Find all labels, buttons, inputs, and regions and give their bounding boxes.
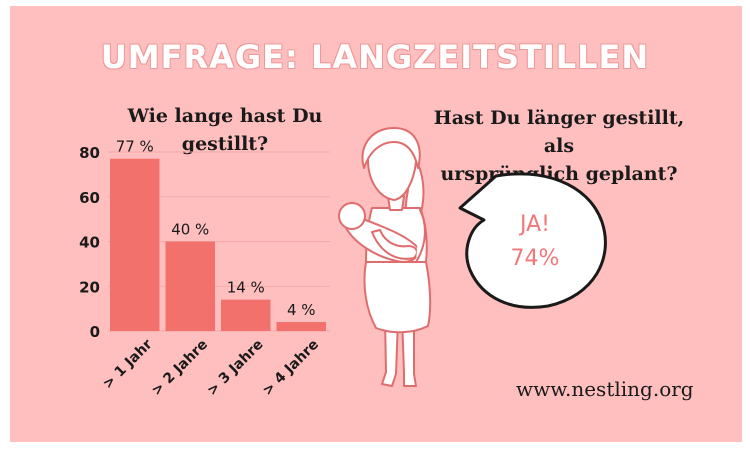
y-tick-labels: 0 20 40 60 80 [79, 144, 100, 341]
value-label: 77 % [116, 138, 154, 156]
y-tick-label: 40 [79, 234, 100, 252]
y-tick-label: 80 [79, 144, 100, 162]
value-label: 4 % [287, 301, 316, 319]
bar [221, 299, 271, 331]
bubble-percentage: 74% [510, 246, 560, 271]
y-tick-label: 60 [79, 189, 100, 207]
bubble-answer: JA! [520, 212, 550, 237]
chart-question: Wie lange hast Du gestillt? [127, 105, 323, 155]
page-title: UMFRAGE: LANGZEITSTILLEN [100, 38, 650, 76]
chart-bars [110, 158, 326, 331]
bar [276, 322, 326, 331]
value-label: 14 % [227, 279, 265, 297]
value-label: 40 % [171, 221, 209, 239]
y-tick-label: 0 [90, 323, 100, 341]
value-labels: 77 % 40 % 14 % 4 % [116, 138, 316, 319]
y-tick-label: 20 [79, 278, 100, 296]
bar [110, 158, 160, 331]
bar [165, 241, 215, 331]
survey-question-line-1: Hast Du länger gestillt, als [433, 107, 685, 157]
website-url: www.nestling.org [516, 377, 694, 401]
